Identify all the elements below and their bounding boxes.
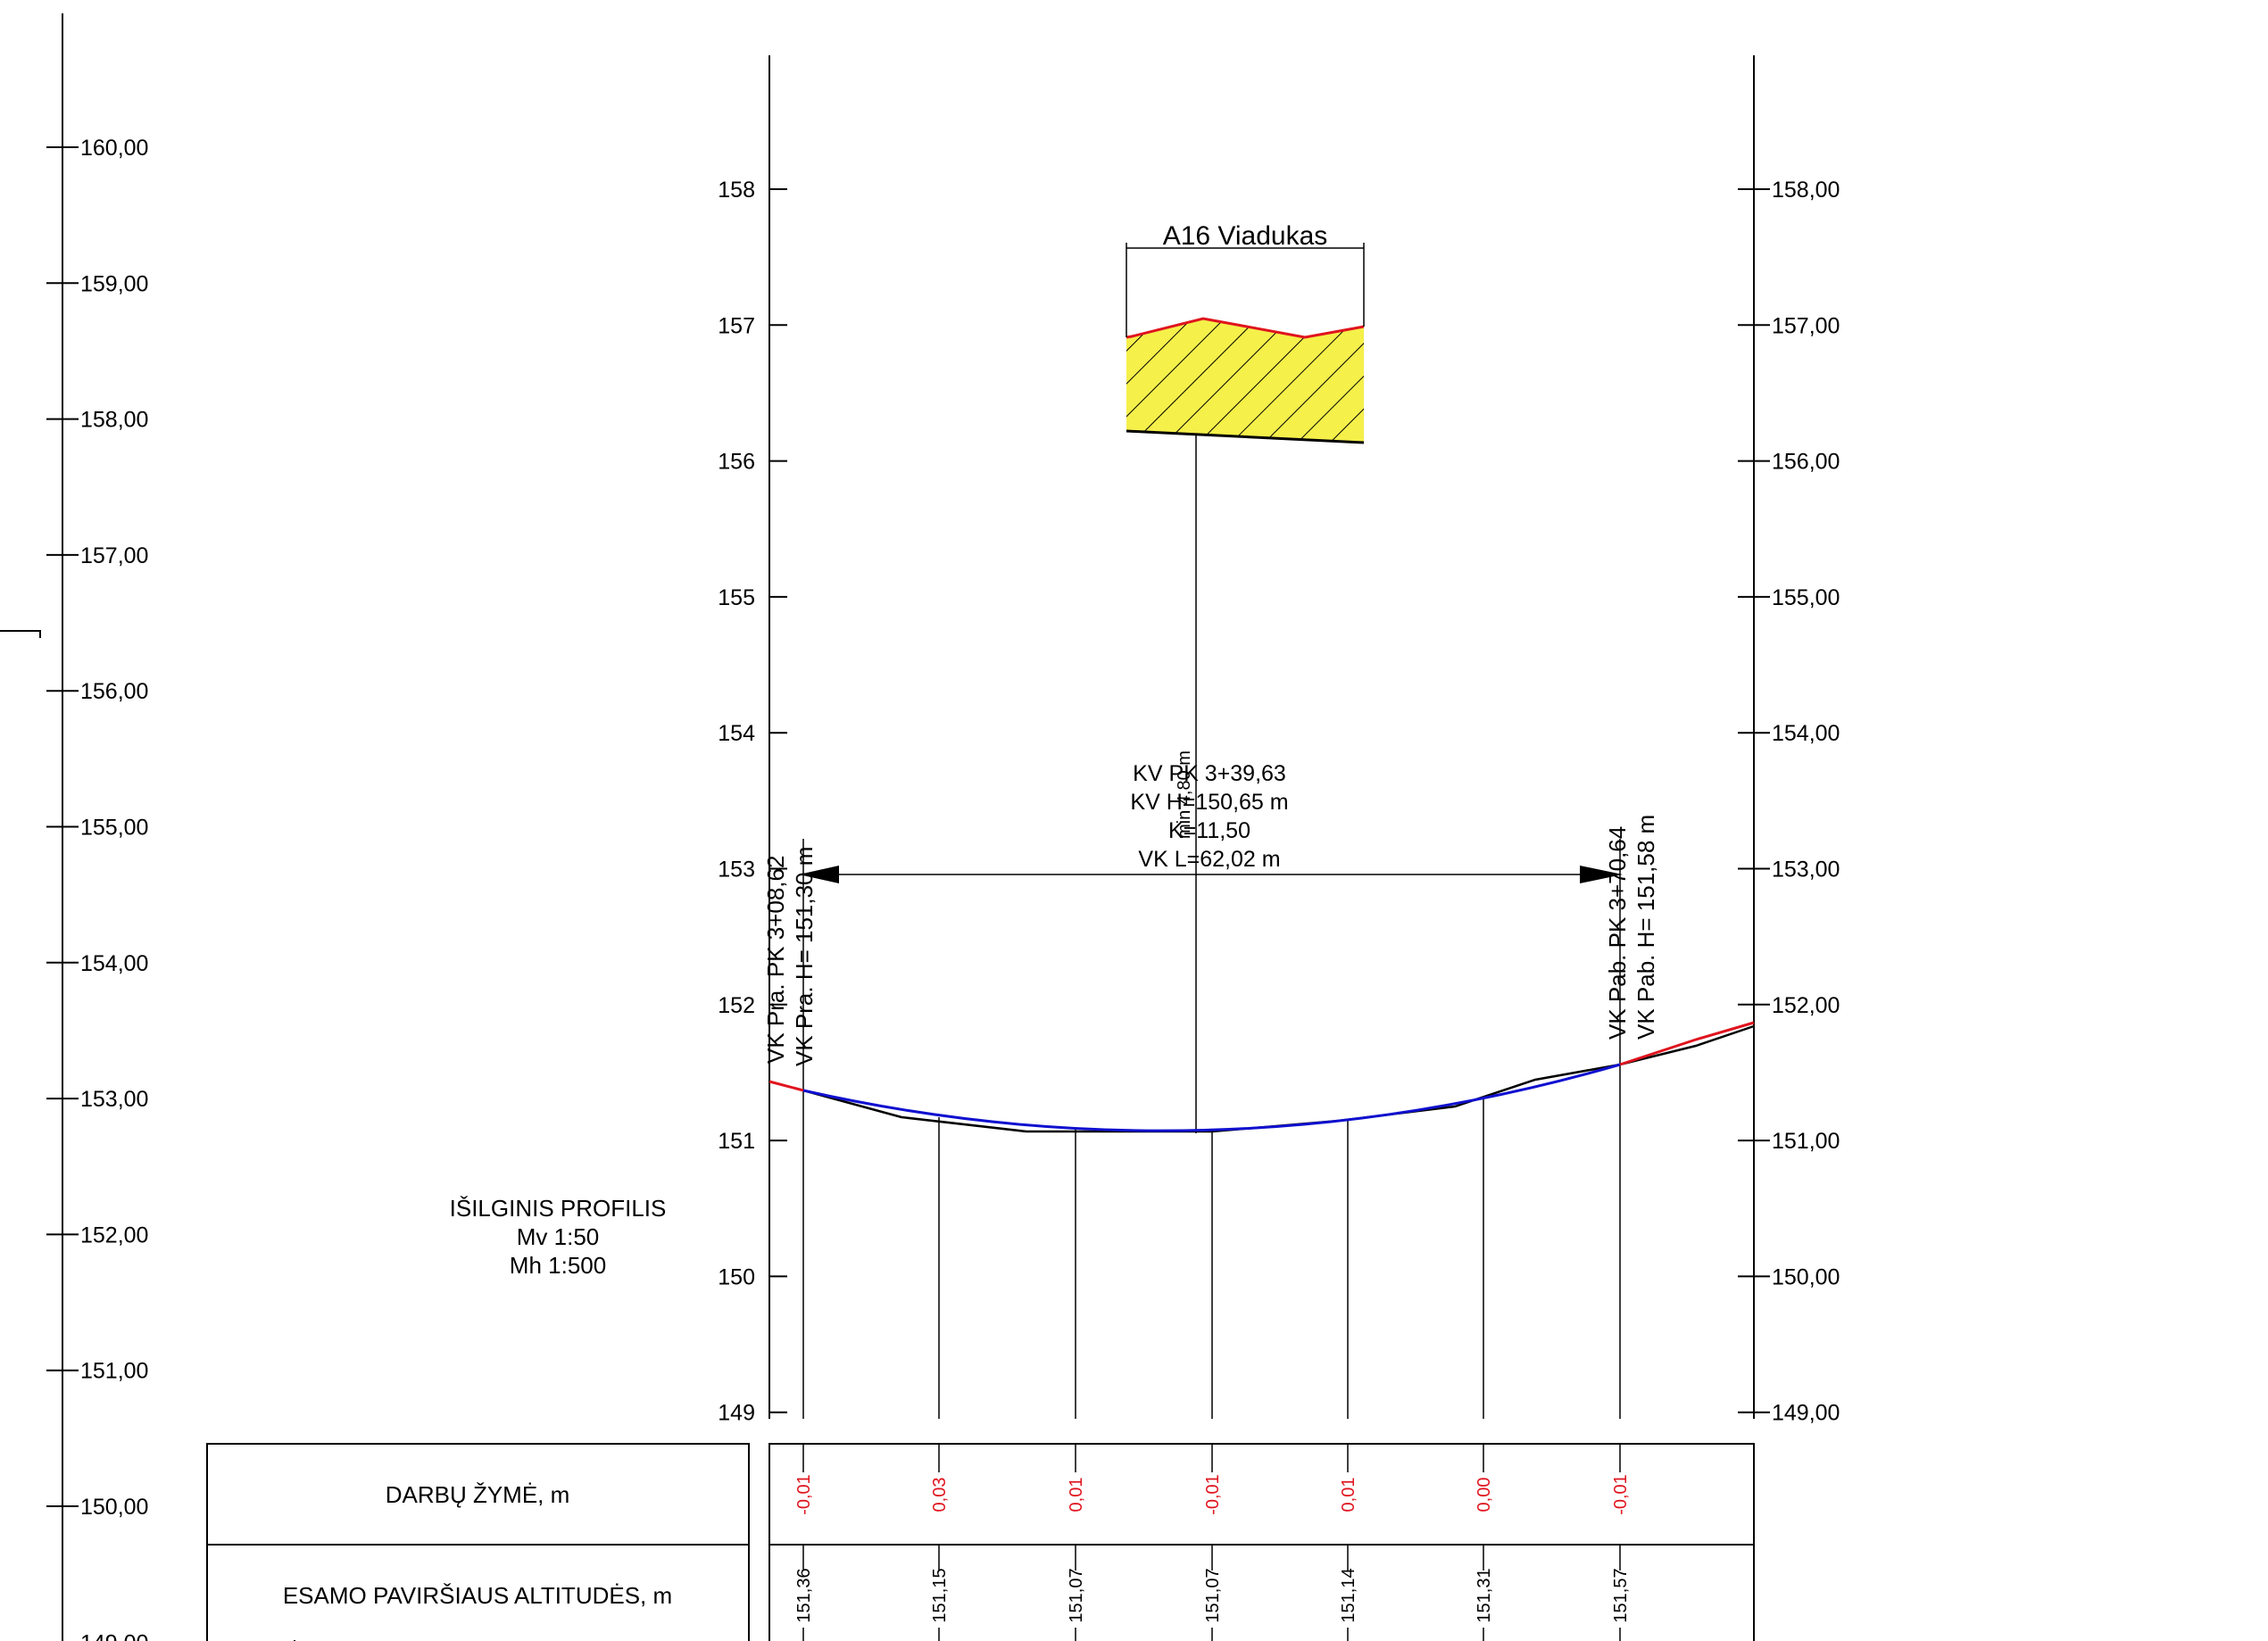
left-scale-label: 155,00 (80, 816, 148, 841)
right-scale-label: 157,00 (1772, 313, 1840, 338)
mid-scale-label: 154 (718, 721, 755, 746)
curve-info-k: K=11,50 (1168, 818, 1250, 843)
left-scale-label: 152,00 (80, 1222, 148, 1247)
mid-scale-label: 149 (718, 1401, 755, 1426)
left-scale-label: 157,00 (80, 543, 148, 568)
mid-scale-label: 150 (718, 1264, 755, 1289)
design-grade-line (802, 1063, 1621, 1132)
work-mark-value: -0,01 (1203, 1474, 1223, 1515)
surface-altitude-value: 151,07 (1203, 1568, 1223, 1622)
left-scale-label: 158,00 (80, 408, 148, 433)
curve-info: KV PK 3+39,63 KV H=150,65 m K=11,50 VK L… (1130, 761, 1288, 872)
mid-scale-label: 155 (718, 585, 755, 610)
right-scale-label: 152,00 (1772, 993, 1840, 1018)
surface-altitude-value: 151,15 (930, 1568, 950, 1622)
mid-scale-label: 158 (718, 178, 755, 203)
extension-line-right (1619, 1021, 1755, 1066)
profile-data-table: DARBŲ ŽYMĖ, m ESAMO PAVIRŠIAUS ALTITUDĖS… (206, 1443, 1755, 1641)
profile-title: IŠILGINIS PROFILIS Mv 1:50 Mh 1:500 (450, 1195, 667, 1279)
mid-scale-label: 152 (718, 993, 755, 1018)
surface-altitude-value: 151,36 (794, 1568, 814, 1622)
curve-info-kv-h: KV H=150,65 m (1130, 790, 1288, 815)
station-lines (802, 1065, 1621, 1419)
right-elevation-scale: 158,00 157,00 156,00 155,00 154,00 153,00 152,… (1738, 55, 1840, 1426)
right-scale-label: 153,00 (1772, 858, 1840, 883)
curve-info-vk-l: VK L=62,02 m (1138, 847, 1280, 872)
left-scale-label: 154,00 (80, 951, 148, 976)
surface-altitude-value: 151,14 (1339, 1568, 1358, 1622)
extension-line-left (768, 1080, 804, 1092)
vk-end-pk: VK Pab. PK 3+70,64 (1604, 826, 1631, 1040)
vk-end-h: VK Pab. H= 151,58 m (1632, 815, 1659, 1040)
right-scale-label: 154,00 (1772, 721, 1840, 746)
vk-end-labels: VK Pab. PK 3+70,64 VK Pab. H= 151,58 m (1604, 815, 1659, 1040)
work-mark-value: 0,01 (1067, 1478, 1086, 1513)
right-scale-label: 155,00 (1772, 585, 1840, 610)
left-scale-label: 150,00 (80, 1495, 148, 1520)
left-scale-label: 159,00 (80, 271, 148, 296)
table-row2-label: ESAMO PAVIRŠIAUS ALTITUDĖS, m (283, 1582, 672, 1609)
middle-elevation-scale: 158 157 156 155 154 153 152 151 150 149 (718, 55, 787, 1426)
table-row1-label: DARBŲ ŽYMĖ, m (386, 1481, 570, 1508)
work-mark-value: 0,03 (930, 1478, 950, 1513)
profile-lines (768, 1021, 1755, 1133)
work-mark-value: -0,01 (1611, 1474, 1631, 1515)
left-scale-label: 153,00 (80, 1087, 148, 1112)
mid-scale-label: 151 (718, 1129, 755, 1154)
left-scale-label: 149,00 (80, 1630, 148, 1641)
curve-info-kv-pk: KV PK 3+39,63 (1133, 761, 1286, 786)
right-scale-label: 150,00 (1772, 1264, 1840, 1289)
left-scale-label: 160,00 (80, 136, 148, 161)
vertical-curve-dimension (799, 839, 1623, 1090)
bridge-title: A16 Viadukas (1163, 221, 1328, 251)
viaduct-section: A16 Viadukas (1126, 221, 1365, 444)
work-mark-value: 0,01 (1339, 1478, 1358, 1513)
surface-altitude-value: 151,07 (1067, 1568, 1086, 1622)
right-scale-label: 158,00 (1772, 178, 1840, 203)
profile-title-main: IŠILGINIS PROFILIS (450, 1195, 667, 1222)
surface-altitude-value: 151,57 (1611, 1568, 1631, 1622)
work-mark-value: 0,00 (1475, 1478, 1494, 1513)
vk-start-h: VK Pra. H= 151,30 m (791, 847, 818, 1066)
surface-altitude-value: 151,31 (1475, 1568, 1494, 1622)
profile-title-mh: Mh 1:500 (510, 1252, 606, 1279)
mid-scale-label: 156 (718, 450, 755, 475)
vk-start-pk: VK Pra. PK 3+08,62 (762, 856, 789, 1064)
clearance-label: min 4,80 m (1175, 750, 1194, 839)
mid-scale-label: 157 (718, 313, 755, 338)
left-scale-label: 151,00 (80, 1359, 148, 1384)
right-scale-label: 151,00 (1772, 1129, 1840, 1154)
right-scale-label: 156,00 (1772, 450, 1840, 475)
work-mark-value: -0,01 (794, 1474, 814, 1515)
vk-start-labels: VK Pra. PK 3+08,62 VK Pra. H= 151,30 m (762, 847, 818, 1066)
left-elevation-scale: 160,00 159,00 158,00 157,00 156,00 155,00 154,… (0, 13, 148, 1641)
profile-title-mv: Mv 1:50 (517, 1223, 600, 1250)
left-scale-label: 156,00 (80, 679, 148, 704)
right-scale-label: 149,00 (1772, 1401, 1840, 1426)
mid-scale-label: 153 (718, 858, 755, 883)
clearance-dimension: min 4,80 m (1175, 435, 1197, 1133)
